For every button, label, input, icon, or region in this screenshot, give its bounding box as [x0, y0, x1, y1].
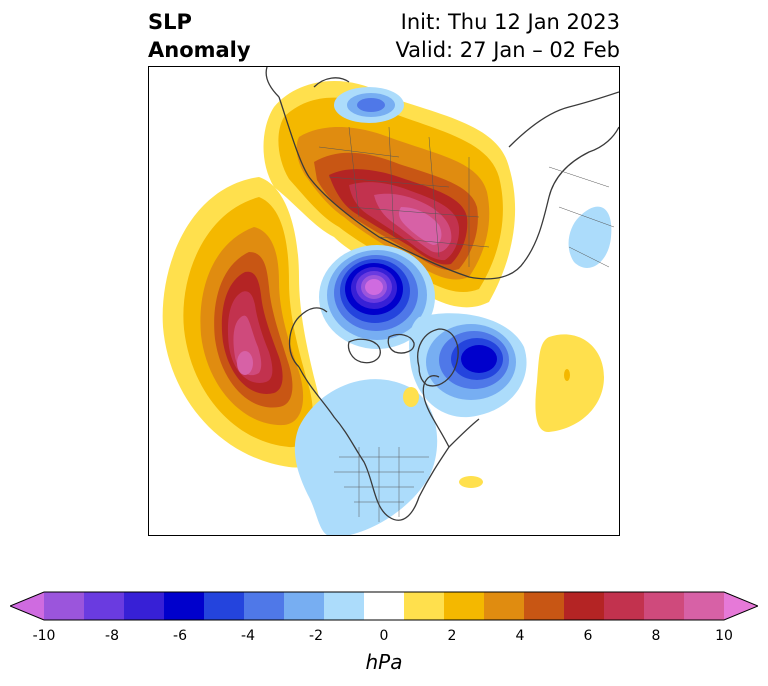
north-atlantic-low-anomaly	[409, 313, 527, 418]
colorbar-outline	[10, 591, 758, 621]
colorbar-tick-label: 10	[715, 628, 733, 644]
colorbar-tick-label: 2	[447, 628, 457, 644]
colorbar-min-extension	[10, 592, 44, 620]
colorbar-max-extension	[724, 592, 758, 620]
mid-atlantic-high-anomaly	[535, 334, 604, 433]
colorbar-cell	[564, 592, 605, 620]
init-date: Init: Thu 12 Jan 2023	[400, 10, 620, 34]
colorbar-cells	[44, 592, 725, 620]
small-positive-anomaly	[459, 476, 483, 488]
colorbar-cell	[164, 592, 205, 620]
colorbar-cell	[684, 592, 725, 620]
colorbar-cell	[324, 592, 365, 620]
variable-title: SLP Anomaly	[148, 8, 251, 64]
colorbar-tick-label: 0	[379, 628, 389, 644]
valid-date: Valid: 27 Jan – 02 Feb	[395, 38, 620, 62]
variable-title-line1: SLP	[148, 10, 192, 34]
asia-low-anomaly	[568, 206, 612, 268]
borders	[318, 126, 615, 522]
colorbar-cell	[284, 592, 325, 620]
colorbar-cell	[484, 592, 525, 620]
colorbar-tick-label: 6	[583, 628, 593, 644]
colorbar-cell	[84, 592, 125, 620]
colorbar-cell	[404, 592, 445, 620]
colorbar-cell	[44, 592, 85, 620]
colorbar-tick-label: -6	[173, 628, 187, 644]
map-canvas	[162, 67, 619, 535]
colorbar-cell	[204, 592, 245, 620]
colorbar	[10, 591, 758, 621]
colorbar-cell	[124, 592, 165, 620]
colorbar-cell	[244, 592, 285, 620]
pacific-high-anomaly	[162, 177, 326, 468]
variable-title-line2: Anomaly	[148, 38, 251, 62]
colorbar-cell	[524, 592, 565, 620]
coastlines	[265, 67, 619, 521]
colorbar-tick-label: -4	[241, 628, 255, 644]
date-title: Init: Thu 12 Jan 2023 Valid: 27 Jan – 02…	[395, 8, 620, 64]
colorbar-unit: hPa	[365, 650, 403, 674]
colorbar-cell	[364, 592, 405, 620]
small-positive-anomaly-2	[403, 387, 419, 407]
arctic-low-anomaly	[319, 245, 435, 349]
slp-anomaly-map	[148, 66, 620, 536]
colorbar-tick-label: 8	[651, 628, 661, 644]
colorbar-cell	[604, 592, 645, 620]
colorbar-cell	[444, 592, 485, 620]
colorbar-tick-label: -8	[105, 628, 119, 644]
europe-low-anomaly	[334, 87, 404, 123]
colorbar-tick-label: -10	[32, 628, 56, 644]
colorbar-tick-label: 4	[515, 628, 525, 644]
colorbar-cell	[644, 592, 685, 620]
colorbar-tick-label: -2	[309, 628, 323, 644]
